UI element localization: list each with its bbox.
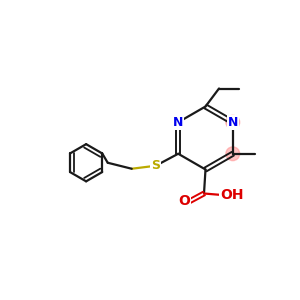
- Text: OH: OH: [220, 188, 243, 202]
- Text: S: S: [151, 159, 160, 172]
- Circle shape: [226, 147, 240, 161]
- Circle shape: [226, 115, 240, 129]
- Text: O: O: [178, 194, 190, 208]
- Text: N: N: [173, 116, 183, 129]
- Text: N: N: [228, 116, 238, 129]
